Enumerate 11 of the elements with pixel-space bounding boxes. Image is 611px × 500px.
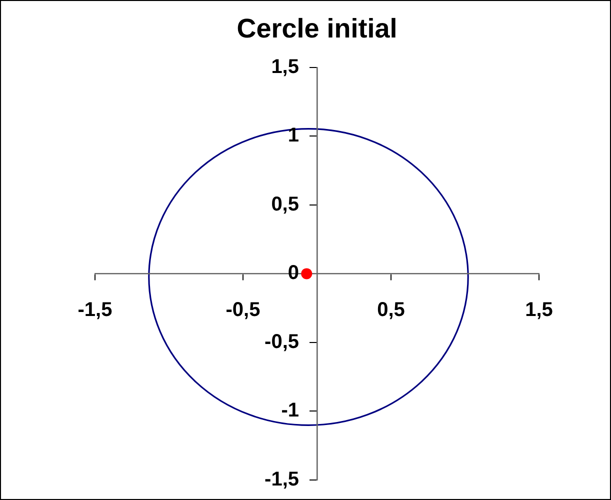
chart-title: Cercle initial (236, 14, 398, 44)
y-tick-label: 0,5 (271, 193, 299, 216)
y-tick-label: -1 (281, 400, 299, 422)
y-tick-label: 1,5 (271, 56, 299, 78)
y-tick-label: -1,5 (264, 468, 299, 491)
x-tick-label: 1,5 (525, 299, 553, 322)
x-tick-label: -0,5 (226, 299, 260, 322)
x-tick-label: 0,5 (377, 299, 405, 322)
x-tick-label: -1,5 (78, 299, 112, 322)
y-tick-label: -0,5 (264, 330, 299, 353)
y-tick-label: 1 (288, 124, 299, 147)
